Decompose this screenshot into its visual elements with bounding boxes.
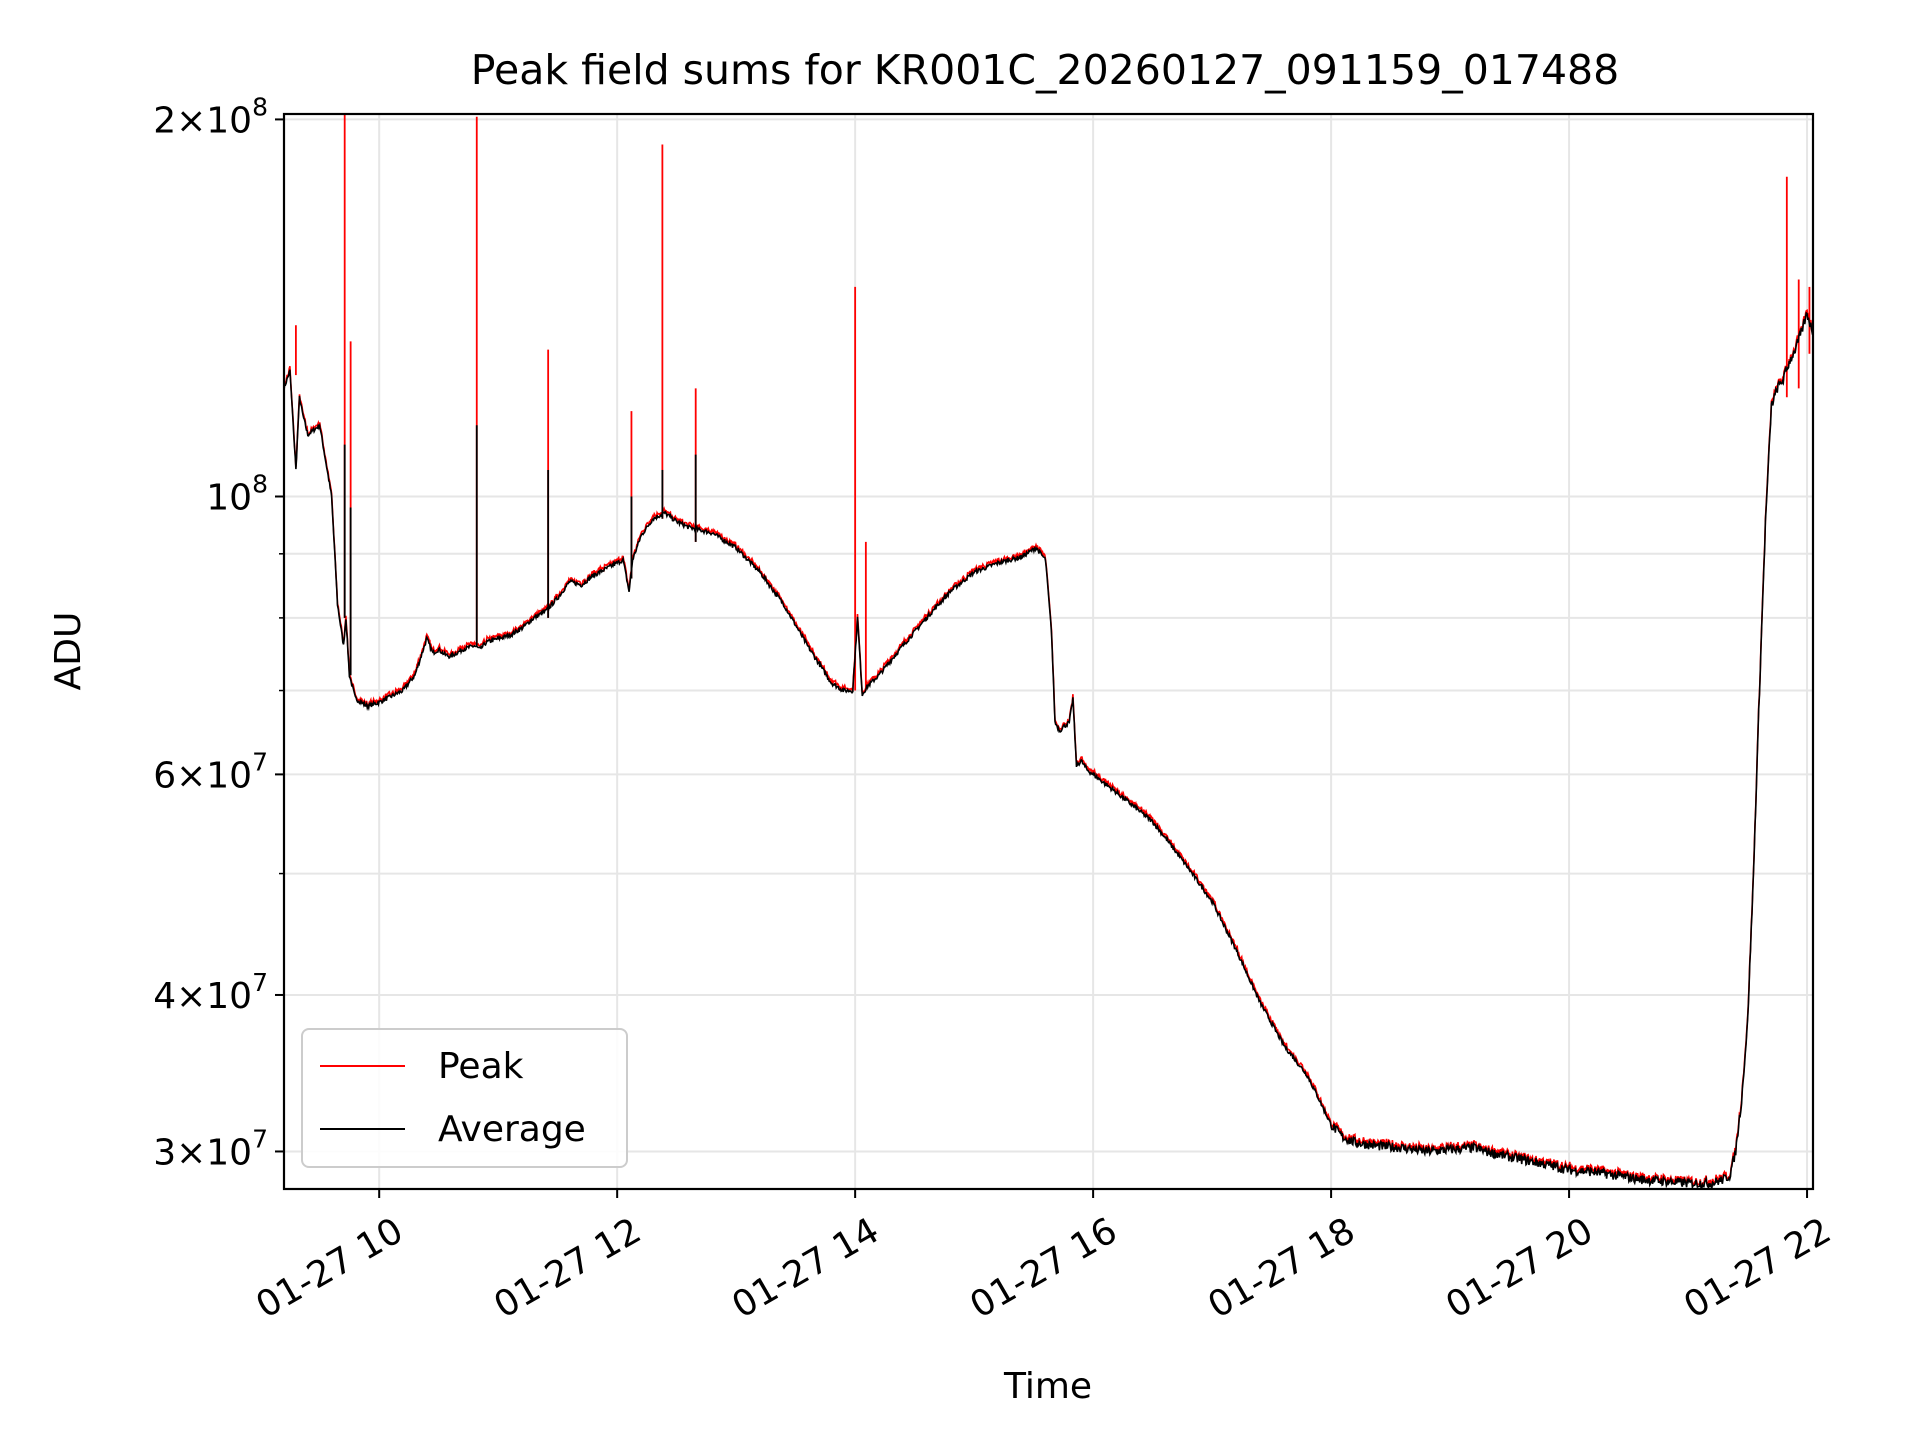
y-tick-label: 4×107 <box>153 968 268 1017</box>
grid <box>284 114 1813 1189</box>
y-tick-label: 6×107 <box>153 747 268 796</box>
y-tick-label: 3×107 <box>153 1124 268 1173</box>
y-tick-label: 2×108 <box>153 92 268 141</box>
y-tick-label: 108 <box>206 469 268 518</box>
legend: Peak Average <box>301 1028 628 1168</box>
legend-box <box>301 1028 628 1168</box>
y-axis-label: ADU <box>48 612 89 691</box>
plot-frame <box>282 112 1815 1191</box>
chart-title: Peak field sums for KR001C_20260127_0911… <box>471 46 1619 94</box>
average-series-line <box>283 311 1814 1191</box>
legend-peak-label: Peak <box>438 1046 524 1087</box>
plot-lines <box>283 114 1814 1191</box>
x-axis-label: Time <box>1003 1366 1092 1407</box>
legend-average-label: Average <box>438 1109 586 1150</box>
